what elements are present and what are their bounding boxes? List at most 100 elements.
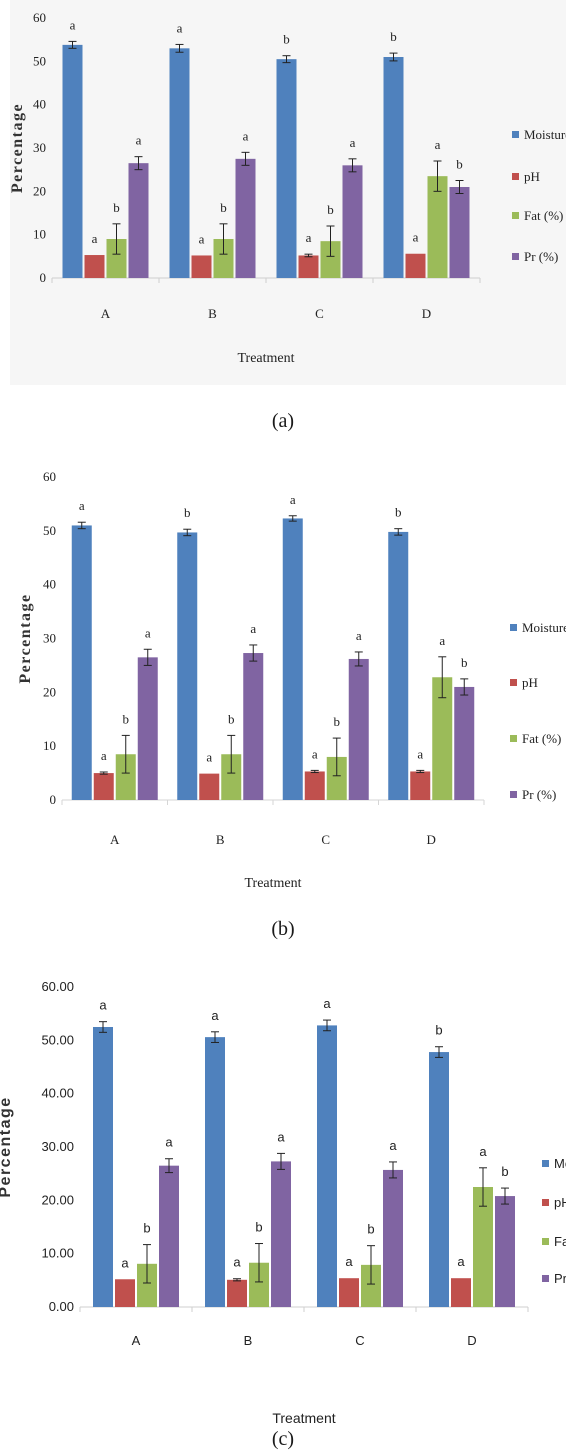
significance-letter: a <box>439 633 445 648</box>
significance-letter: a <box>136 133 142 148</box>
x-axis-title: Treatment <box>237 351 294 366</box>
legend-label: Pr (%) <box>524 249 558 264</box>
significance-letter: b <box>123 711 130 726</box>
bar-b-series-2 <box>199 773 220 800</box>
bar-d-series-3 <box>473 1187 493 1307</box>
chart-panel-b: 0 10 20 30 40 50 60 a a b a Ab a b a Ba a b a Cb a a b D Percent… <box>17 469 566 891</box>
bar-a-series-2 <box>84 255 105 278</box>
bar-a-series-2 <box>115 1279 135 1307</box>
y-tick-label: 0 <box>40 270 47 285</box>
significance-letter: b <box>255 1220 262 1235</box>
bar-c-series-1 <box>282 518 303 800</box>
bar-b-series-1 <box>177 532 198 800</box>
panel-b-caption: (b) <box>271 918 295 940</box>
significance-letter: a <box>199 231 205 246</box>
x-tick-label: B <box>244 1333 253 1348</box>
bar-a-series-1 <box>71 525 92 800</box>
legend-swatch <box>512 212 519 219</box>
bar-b-series-4 <box>235 158 256 278</box>
bar-d-series-2 <box>451 1278 471 1307</box>
legend-swatch <box>512 173 519 180</box>
significance-letter: a <box>165 1135 173 1150</box>
x-tick-label: D <box>467 1333 476 1348</box>
x-tick-label: D <box>422 306 431 321</box>
bar-b-series-4 <box>243 653 264 800</box>
legend-label: Fat (%) <box>522 731 561 746</box>
significance-letter: b <box>390 29 397 44</box>
y-axis-title: Percentage <box>0 1096 14 1197</box>
legend-swatch <box>512 253 519 260</box>
significance-letter: a <box>145 625 151 640</box>
significance-letter: b <box>501 1164 508 1179</box>
legend-swatch <box>542 1275 549 1282</box>
significance-letter: a <box>312 746 318 761</box>
x-tick-label: A <box>132 1333 141 1348</box>
significance-letter: b <box>435 1023 442 1038</box>
bar-d-series-2 <box>410 771 431 800</box>
bar-b-series-2 <box>227 1279 247 1307</box>
significance-letter: a <box>121 1255 129 1270</box>
legend-label: Pr (%) <box>522 787 556 802</box>
significance-letter: a <box>79 498 85 513</box>
bar-a-series-4 <box>137 657 158 800</box>
chart-panel-c: 0.0010.0020.0030.0040.0050.0060.00aabaAa… <box>0 979 566 1426</box>
legend-swatch <box>512 131 519 138</box>
legend-label: Pr ( <box>554 1271 566 1286</box>
bar-c-series-1 <box>317 1025 337 1307</box>
legend-label: Moisture <box>522 620 566 635</box>
bar-b-series-1 <box>169 48 190 279</box>
legend-swatch <box>510 679 517 686</box>
significance-letter: b <box>283 32 290 47</box>
bar-a-series-1 <box>62 44 83 278</box>
bar-d-series-3 <box>427 176 448 278</box>
significance-letter: a <box>350 135 356 150</box>
x-tick-label: B <box>208 306 217 321</box>
significance-letter: a <box>211 1008 219 1023</box>
bar-c-series-4 <box>342 165 363 278</box>
significance-letter: a <box>345 1254 353 1269</box>
legend-swatch <box>542 1199 549 1206</box>
bar-c-series-3 <box>361 1264 381 1307</box>
y-tick-label: 60.00 <box>41 979 74 994</box>
legend-swatch <box>510 735 517 742</box>
legend-label: Moisture <box>524 127 566 142</box>
legend-label: Fat (%) <box>524 208 563 223</box>
significance-letter: a <box>479 1144 487 1159</box>
bar-a-series-4 <box>159 1165 179 1307</box>
x-tick-label: A <box>110 832 120 847</box>
y-tick-label: 10 <box>43 738 56 753</box>
y-tick-label: 20.00 <box>41 1192 74 1207</box>
significance-letter: a <box>99 998 107 1013</box>
bar-c-series-2 <box>298 255 319 278</box>
y-tick-label: 40 <box>33 97 46 112</box>
significance-letter: a <box>101 748 107 763</box>
significance-letter: b <box>327 202 334 217</box>
bar-c-series-3 <box>326 756 347 800</box>
y-tick-label: 30 <box>33 140 46 155</box>
significance-letter: a <box>177 20 183 35</box>
bar-d-series-4 <box>454 686 475 800</box>
bar-a-series-4 <box>128 163 149 278</box>
x-tick-label: A <box>101 306 111 321</box>
significance-letter: b <box>220 200 227 215</box>
legend-label: pH <box>524 169 540 184</box>
significance-letter: b <box>184 505 191 520</box>
y-tick-label: 40 <box>43 577 56 592</box>
x-axis-title: Treatment <box>272 1410 335 1426</box>
bar-d-series-1 <box>388 531 409 800</box>
bar-c-series-2 <box>339 1278 359 1307</box>
legend-swatch <box>510 624 517 631</box>
y-axis-title: Percentage <box>9 103 26 193</box>
bar-d-series-2 <box>405 253 426 278</box>
bar-c-series-2 <box>304 771 325 800</box>
bar-c-series-3 <box>320 241 341 278</box>
legend-swatch <box>542 1160 549 1167</box>
significance-letter: a <box>277 1129 285 1144</box>
y-tick-label: 60 <box>33 10 46 25</box>
significance-letter: b <box>334 714 341 729</box>
legend-swatch <box>542 1238 549 1245</box>
significance-letter: a <box>435 137 441 152</box>
bar-a-series-3 <box>106 239 127 278</box>
significance-letter: a <box>206 750 212 765</box>
